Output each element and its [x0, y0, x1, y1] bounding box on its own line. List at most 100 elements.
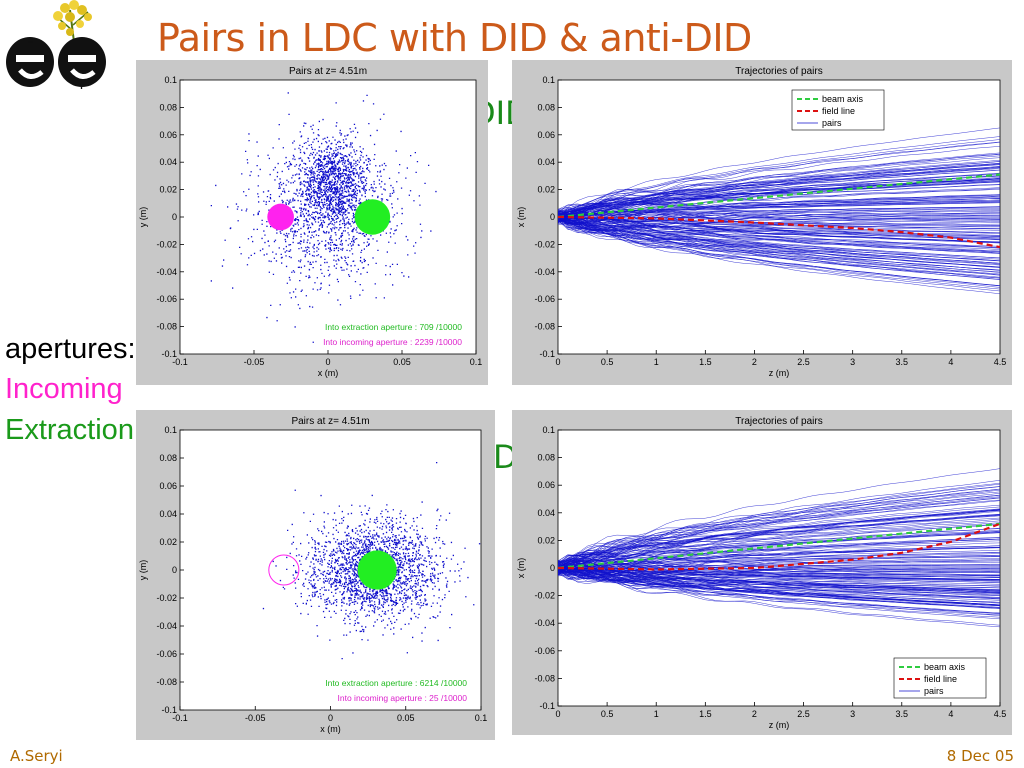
x-tick-label: 4 [948, 357, 953, 367]
chart-title: Trajectories of pairs [735, 416, 822, 427]
x-tick-label: -0.05 [245, 713, 266, 723]
y-tick-label: 0.1 [542, 75, 555, 85]
footer-date: 8 Dec 05 [946, 747, 1014, 765]
trajectory-plot-did-svg: Trajectories of pairs 0 0.5 1 1.5 2 2.5 3 3.5 4 4.… [516, 66, 1007, 378]
y-tick-label: 0.06 [159, 130, 177, 140]
y-tick-label: 0.1 [542, 425, 555, 435]
x-tick-label: 0.1 [475, 713, 488, 723]
legend-entry: pairs [924, 686, 944, 696]
beam-axis-line [558, 522, 1000, 570]
y-tick-label: -0.02 [156, 239, 177, 249]
legend-entry: field line [822, 106, 855, 116]
y-tick-label: -0.06 [534, 646, 555, 656]
x-tick-label: 2.5 [797, 709, 810, 719]
x-axis-label: x (m) [320, 724, 341, 734]
y-tick-label: -0.02 [534, 239, 555, 249]
aperture-count-note: Into extraction aperture : 709 /10000 [325, 322, 462, 332]
x-tick-label: 2 [752, 709, 757, 719]
svg-text:+: + [78, 79, 85, 93]
x-tick-label: 3 [850, 709, 855, 719]
y-tick-label: 0.08 [159, 453, 177, 463]
y-axis-label: y (m) [138, 560, 148, 581]
x-tick-label: 0.5 [601, 709, 614, 719]
x-tick-label: 1.5 [699, 357, 712, 367]
y-tick-label: 0.1 [164, 75, 177, 85]
field-line [558, 522, 1000, 571]
incoming-label: Incoming [5, 373, 123, 405]
y-tick-label: 0.04 [159, 509, 177, 519]
y-tick-label: 0.04 [537, 508, 555, 518]
legend-entry: beam axis [924, 662, 966, 672]
y-tick-label: -0.04 [534, 267, 555, 277]
trajectory-plot-did: Trajectories of pairs 0 0.5 1 1.5 2 2.5 3 3.5 4 4.… [512, 60, 1012, 385]
x-tick-label: 2.5 [797, 357, 810, 367]
y-tick-label: -0.1 [161, 349, 177, 359]
y-tick-label: 0.02 [159, 185, 177, 195]
scatter-plot-did: Pairs at z= 4.51m -0.1 -0.05 0 0.05 0.1 0.1 0.0… [136, 60, 488, 385]
y-axis-label: x (m) [516, 207, 526, 228]
flower-icon [53, 0, 92, 51]
y-tick-label: -0.1 [539, 349, 555, 359]
y-tick-label: 0.02 [159, 537, 177, 547]
y-tick-label: 0 [550, 212, 555, 222]
legend-entry: beam axis [822, 94, 864, 104]
y-tick-label: 0 [172, 565, 177, 575]
y-tick-label: 0.08 [537, 102, 555, 112]
x-tick-label: 0.05 [393, 357, 411, 367]
y-tick-label: -0.08 [534, 673, 555, 683]
data-layer [558, 468, 1000, 628]
x-tick-label: 0.05 [397, 713, 415, 723]
y-tick-label: -0.08 [534, 322, 555, 332]
aperture-count-note: Into incoming aperture : 2239 /10000 [323, 337, 462, 347]
chart-title: Trajectories of pairs [735, 66, 822, 77]
svg-text:−: − [27, 35, 34, 49]
y-tick-label: -0.04 [156, 267, 177, 277]
aperture-count-note: Into extraction aperture : 6214 /10000 [325, 678, 467, 688]
y-tick-label: -0.04 [534, 618, 555, 628]
legend-entry: pairs [822, 118, 842, 128]
y-tick-label: -0.08 [156, 677, 177, 687]
y-tick-label: -0.08 [156, 322, 177, 332]
y-tick-label: -0.02 [534, 591, 555, 601]
x-tick-label: 4.5 [994, 709, 1007, 719]
extraction-aperture [354, 199, 391, 235]
data-layer [262, 462, 481, 660]
incoming-aperture [267, 203, 294, 231]
x-tick-label: 4.5 [994, 357, 1007, 367]
scatter-plot-anti-did-svg: Pairs at z= 4.51m -0.1 -0.05 0 0.05 0.1 0.1 0.0… [138, 416, 488, 734]
y-tick-label: -0.06 [156, 294, 177, 304]
y-tick-label: -0.06 [534, 294, 555, 304]
y-tick-label: 0.08 [537, 453, 555, 463]
incoming-aperture [268, 554, 300, 586]
y-tick-label: -0.04 [156, 621, 177, 631]
y-tick-label: -0.1 [539, 701, 555, 711]
ee-logo: − + [6, 0, 106, 93]
x-tick-label: 1.5 [699, 709, 712, 719]
y-tick-label: 0.06 [159, 481, 177, 491]
ee-letters: − + [6, 35, 106, 93]
y-tick-label: -0.06 [156, 649, 177, 659]
chart-title: Pairs at z= 4.51m [289, 66, 367, 77]
x-tick-label: 3.5 [896, 357, 909, 367]
x-tick-label: 3.5 [896, 709, 909, 719]
y-tick-label: 0.06 [537, 480, 555, 490]
x-tick-label: 0 [328, 713, 333, 723]
x-tick-label: 1 [654, 709, 659, 719]
data-layer [210, 92, 437, 343]
trajectory-plot-anti-did-svg: Trajectories of pairs 0 0.5 1 1.5 2 2.5 3 3.5 4 4.… [516, 416, 1007, 730]
plot-area [179, 429, 482, 711]
y-tick-label: -0.02 [156, 593, 177, 603]
x-tick-label: 4 [948, 709, 953, 719]
legend-entry: field line [924, 674, 957, 684]
scatter-plot-anti-did: Pairs at z= 4.51m -0.1 -0.05 0 0.05 0.1 0.1 0.0… [136, 410, 495, 740]
x-tick-label: 0 [555, 357, 560, 367]
y-axis-label: y (m) [138, 207, 148, 228]
scatter-plot-did-svg: Pairs at z= 4.51m -0.1 -0.05 0 0.05 0.1 0.1 0.0… [138, 66, 482, 378]
field-line [558, 215, 1000, 249]
x-axis-label: z (m) [769, 720, 790, 730]
y-tick-label: 0.02 [537, 535, 555, 545]
x-tick-label: 1 [654, 357, 659, 367]
y-axis-label: x (m) [516, 558, 526, 579]
y-tick-label: 0.08 [159, 102, 177, 112]
beam-axis-line [558, 173, 1000, 219]
